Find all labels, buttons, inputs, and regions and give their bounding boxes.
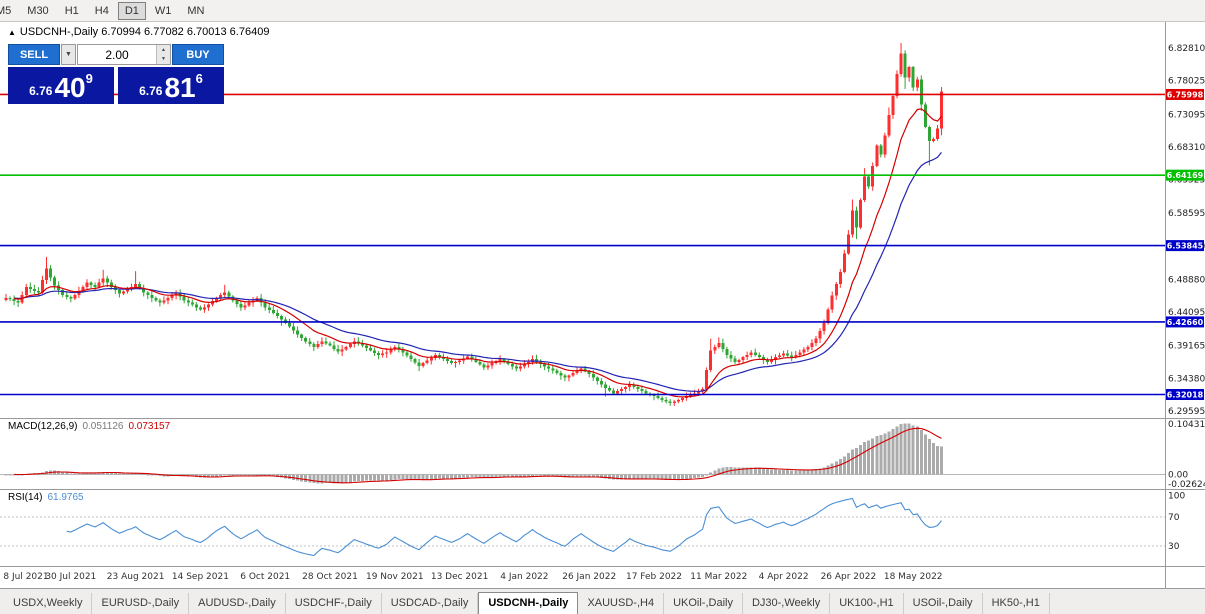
svg-text:6.68310: 6.68310 bbox=[1168, 143, 1205, 153]
volume-down-button[interactable]: ▼ bbox=[157, 54, 170, 64]
timeframe-button-w1[interactable]: W1 bbox=[154, 4, 172, 17]
svg-text:0.104313: 0.104313 bbox=[1168, 420, 1205, 430]
svg-text:23 Aug 2021: 23 Aug 2021 bbox=[107, 572, 165, 582]
chart-tab-eurusd-daily[interactable]: EURUSD-,Daily bbox=[92, 593, 190, 614]
svg-text:6.73095: 6.73095 bbox=[1168, 110, 1205, 120]
macd-signal-value: 0.073157 bbox=[128, 421, 171, 432]
svg-text:100: 100 bbox=[1168, 491, 1185, 501]
one-click-trading-panel: SELL ▼ ▲ ▼ BUY 6.76 40 9 6.76 81 6 bbox=[8, 44, 224, 104]
volume-input[interactable] bbox=[78, 45, 156, 64]
svg-text:6.78025: 6.78025 bbox=[1168, 77, 1205, 87]
panel-dividers bbox=[0, 22, 1205, 588]
svg-text:6.42660: 6.42660 bbox=[1167, 318, 1204, 327]
svg-text:6.64169: 6.64169 bbox=[1167, 171, 1204, 180]
macd-panel[interactable] bbox=[0, 423, 1165, 484]
chart-title: ▲ USDCNH-,Daily 6.70994 6.77082 6.70013 6… bbox=[8, 26, 269, 38]
svg-text:6.34380: 6.34380 bbox=[1168, 374, 1205, 384]
sell-price-big: 40 bbox=[54, 72, 86, 104]
chart-tab-ukoil-daily[interactable]: UKOil-,Daily bbox=[664, 593, 743, 614]
svg-text:18 May 2022: 18 May 2022 bbox=[884, 572, 943, 582]
svg-text:4 Jan 2022: 4 Jan 2022 bbox=[500, 572, 548, 582]
volume-up-button[interactable]: ▲ bbox=[157, 45, 170, 55]
rsi-indicator-label: RSI(14) 61.9765 bbox=[8, 492, 84, 503]
svg-text:6.32018: 6.32018 bbox=[1167, 391, 1204, 400]
buy-price-panel[interactable]: 6.76 81 6 bbox=[118, 67, 224, 104]
horizontal-level-lines[interactable] bbox=[0, 93, 1165, 396]
chart-tab-usdchf-daily[interactable]: USDCHF-,Daily bbox=[286, 593, 382, 614]
svg-text:6.48880: 6.48880 bbox=[1168, 275, 1205, 285]
svg-text:6.82810: 6.82810 bbox=[1168, 44, 1205, 54]
price-chart-surface[interactable]: 6.828106.780256.730956.683106.635256.585… bbox=[0, 22, 1205, 588]
buy-price-sup: 6 bbox=[195, 71, 203, 86]
timeframe-button-m30[interactable]: M30 bbox=[27, 4, 49, 17]
timeframe-button-mn[interactable]: MN bbox=[187, 4, 205, 17]
svg-text:6.58595: 6.58595 bbox=[1168, 209, 1205, 219]
svg-text:6 Oct 2021: 6 Oct 2021 bbox=[240, 572, 290, 582]
buy-price-big: 81 bbox=[164, 72, 196, 104]
svg-text:6.29595: 6.29595 bbox=[1168, 407, 1205, 417]
sell-price-prefix: 6.76 bbox=[29, 84, 53, 98]
chart-tab-audusd-daily[interactable]: AUDUSD-,Daily bbox=[189, 593, 286, 614]
svg-text:14 Sep 2021: 14 Sep 2021 bbox=[172, 572, 229, 582]
svg-text:13 Dec 2021: 13 Dec 2021 bbox=[431, 572, 489, 582]
moving-averages bbox=[14, 108, 942, 398]
svg-text:30 Jul 2021: 30 Jul 2021 bbox=[45, 572, 96, 582]
chart-tab-uk100-h1[interactable]: UK100-,H1 bbox=[830, 593, 904, 614]
timeframe-button-m5[interactable]: M5 bbox=[0, 4, 12, 17]
level-price-tags: 6.75998 6.64169 6.53845 6.42660 6.32018 bbox=[1166, 88, 1204, 401]
svg-text:70: 70 bbox=[1168, 513, 1180, 523]
svg-text:-0.02624: -0.02624 bbox=[1168, 480, 1205, 490]
timeframe-toolbar: M5 M30 H1 H4 D1 W1 MN bbox=[0, 0, 1205, 22]
buy-price-prefix: 6.76 bbox=[139, 84, 163, 98]
svg-text:4 Apr 2022: 4 Apr 2022 bbox=[759, 572, 809, 582]
svg-text:11 Mar 2022: 11 Mar 2022 bbox=[690, 572, 747, 582]
buy-button[interactable]: BUY bbox=[172, 44, 224, 65]
svg-text:30: 30 bbox=[1168, 542, 1180, 552]
timeframe-button-h1[interactable]: H1 bbox=[64, 4, 79, 17]
svg-text:6.75998: 6.75998 bbox=[1167, 90, 1204, 99]
rsi-panel[interactable] bbox=[0, 497, 1165, 557]
chart-tab-xauusd-h4[interactable]: XAUUSD-,H4 bbox=[578, 593, 665, 614]
collapse-triangle-icon[interactable]: ▲ bbox=[8, 28, 16, 37]
svg-text:19 Nov 2021: 19 Nov 2021 bbox=[366, 572, 424, 582]
chart-tab-hk50-h1[interactable]: HK50-,H1 bbox=[983, 593, 1050, 614]
rsi-axis-labels: 100 70 30 bbox=[1168, 491, 1185, 552]
timeframe-button-d1[interactable]: D1 bbox=[117, 1, 146, 20]
sell-button[interactable]: SELL bbox=[8, 44, 60, 65]
chart-tab-usdcad-daily[interactable]: USDCAD-,Daily bbox=[382, 593, 479, 614]
svg-text:0.00: 0.00 bbox=[1168, 470, 1188, 480]
svg-text:26 Jan 2022: 26 Jan 2022 bbox=[562, 572, 616, 582]
svg-text:8 Jul 2021: 8 Jul 2021 bbox=[3, 572, 48, 582]
chart-tab-dj30-weekly[interactable]: DJ30-,Weekly bbox=[743, 593, 831, 614]
sell-price-sup: 9 bbox=[85, 71, 93, 86]
chart-tab-usdx-weekly[interactable]: USDX,Weekly bbox=[4, 593, 93, 614]
chart-symbol-label: USDCNH-,Daily bbox=[19, 26, 99, 38]
macd-main-value: 0.051126 bbox=[82, 421, 124, 432]
svg-text:28 Oct 2021: 28 Oct 2021 bbox=[302, 572, 358, 582]
volume-spinner: ▲ ▼ bbox=[156, 45, 170, 64]
rsi-value: 61.9765 bbox=[47, 492, 84, 503]
macd-axis-labels: 0.104313 0.00-0.02624 bbox=[1168, 420, 1205, 490]
svg-text:6.53845: 6.53845 bbox=[1167, 242, 1204, 251]
macd-name: MACD(12,26,9) bbox=[8, 421, 78, 432]
chart-tab-bar: USDX,Weekly EURUSD-,Daily AUDUSD-,Daily USD… bbox=[0, 588, 1205, 614]
chart-tab-usoil-daily[interactable]: USOil-,Daily bbox=[904, 593, 983, 614]
svg-text:26 Apr 2022: 26 Apr 2022 bbox=[821, 572, 877, 582]
volume-dropdown-button[interactable]: ▼ bbox=[61, 44, 76, 65]
rsi-name: RSI(14) bbox=[8, 492, 43, 503]
sell-price-panel[interactable]: 6.76 40 9 bbox=[8, 67, 114, 104]
svg-text:17 Feb 2022: 17 Feb 2022 bbox=[626, 572, 682, 582]
timeframe-button-h4[interactable]: H4 bbox=[94, 4, 109, 17]
chart-ohlc-values: 6.70994 6.77082 6.70013 6.76409 bbox=[101, 26, 270, 38]
macd-indicator-label: MACD(12,26,9) 0.051126 0.073157 bbox=[8, 421, 170, 432]
svg-text:6.39165: 6.39165 bbox=[1168, 342, 1205, 352]
chart-tab-usdcnh-daily[interactable]: USDCNH-,Daily bbox=[478, 592, 579, 614]
svg-text:6.44095: 6.44095 bbox=[1168, 308, 1205, 318]
